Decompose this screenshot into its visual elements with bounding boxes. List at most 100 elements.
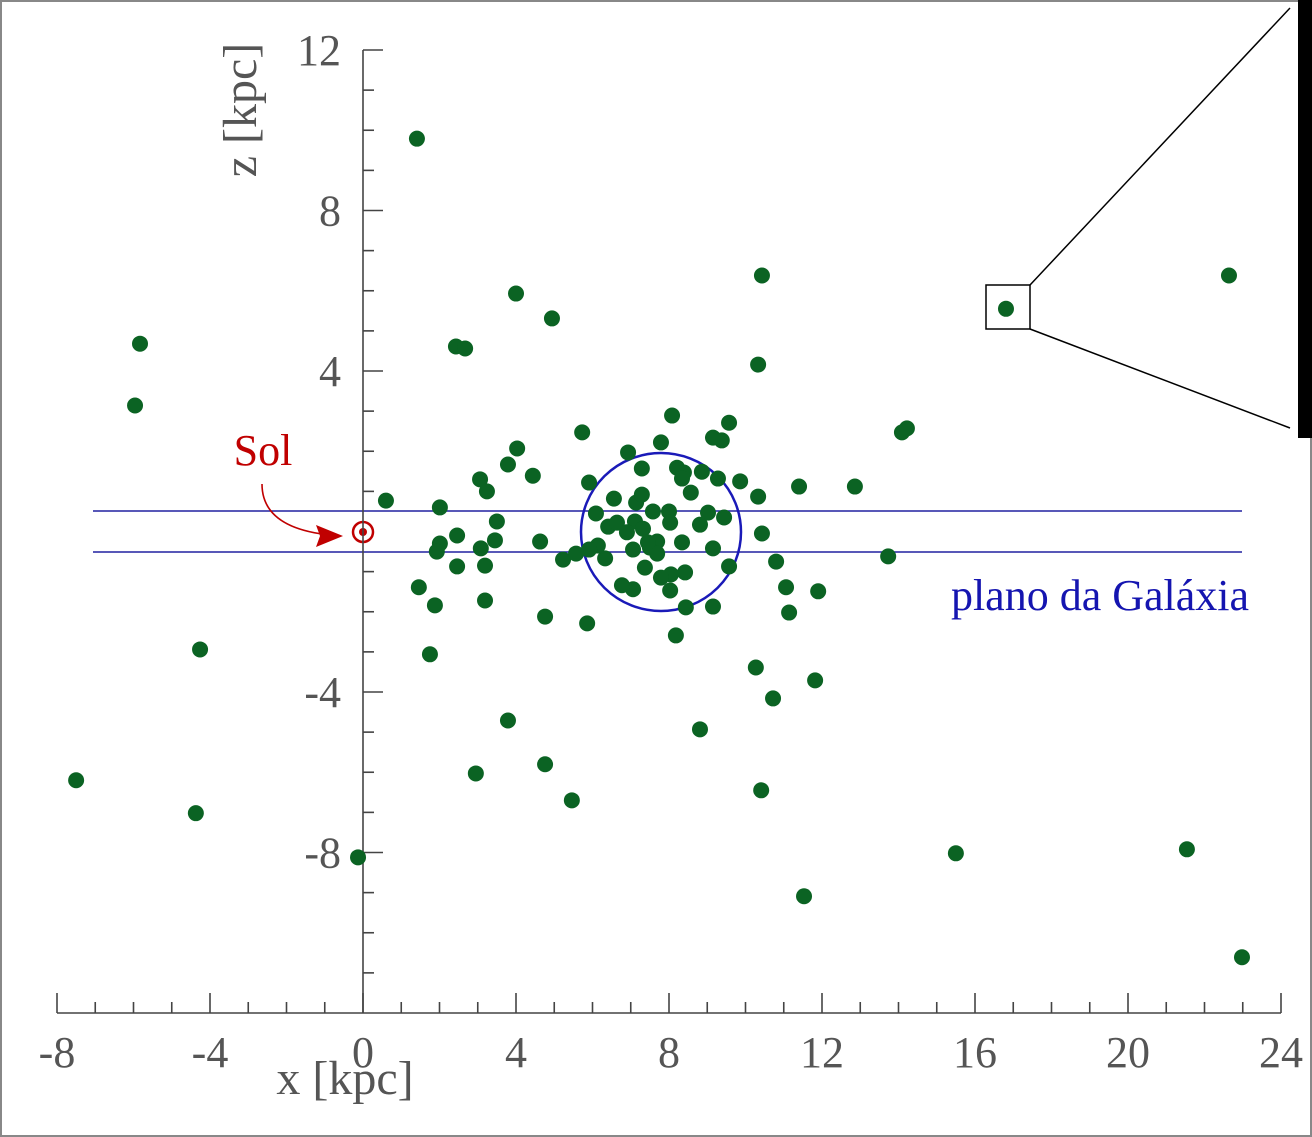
point bbox=[499, 712, 516, 729]
point bbox=[709, 470, 726, 487]
x-tick-label: 8 bbox=[658, 1028, 680, 1077]
point bbox=[704, 429, 721, 446]
point bbox=[747, 659, 764, 676]
point bbox=[716, 509, 733, 526]
point bbox=[587, 505, 604, 522]
y-axis-label: z [kpc] bbox=[214, 43, 267, 178]
point bbox=[478, 483, 495, 500]
x-axis-label: x [kpc] bbox=[276, 1052, 413, 1105]
y-tick-label: -8 bbox=[304, 829, 341, 878]
point bbox=[691, 721, 708, 738]
point bbox=[721, 558, 738, 575]
point bbox=[807, 672, 824, 689]
point bbox=[555, 551, 572, 568]
point bbox=[563, 792, 580, 809]
x-tick-label: 0 bbox=[352, 1028, 374, 1077]
point bbox=[732, 473, 749, 490]
point bbox=[662, 582, 679, 599]
point bbox=[652, 434, 669, 451]
point bbox=[810, 583, 827, 600]
point bbox=[721, 414, 738, 431]
point bbox=[704, 540, 721, 557]
point bbox=[691, 516, 708, 533]
point bbox=[768, 553, 785, 570]
point bbox=[636, 559, 653, 576]
point bbox=[486, 532, 503, 549]
zoom-box bbox=[985, 284, 1031, 330]
point bbox=[618, 524, 635, 541]
point bbox=[997, 300, 1014, 317]
point bbox=[508, 285, 524, 302]
sun-arrow bbox=[261, 483, 331, 536]
point bbox=[532, 533, 549, 550]
point bbox=[753, 525, 770, 542]
point bbox=[543, 310, 560, 327]
x-tick-label: 24 bbox=[1259, 1028, 1303, 1077]
point bbox=[509, 440, 526, 457]
point bbox=[457, 340, 474, 357]
y-tick-label: 4 bbox=[319, 347, 341, 396]
point bbox=[449, 558, 466, 575]
point bbox=[1220, 267, 1237, 284]
point bbox=[677, 564, 694, 581]
point bbox=[620, 444, 637, 461]
point bbox=[467, 765, 484, 782]
point bbox=[537, 756, 554, 773]
point bbox=[377, 492, 394, 509]
point bbox=[350, 849, 367, 866]
point bbox=[750, 356, 767, 373]
point bbox=[574, 424, 591, 441]
point bbox=[778, 579, 795, 596]
point bbox=[633, 460, 650, 477]
point bbox=[625, 541, 642, 558]
point bbox=[880, 548, 897, 565]
point bbox=[127, 397, 144, 414]
point bbox=[408, 130, 425, 147]
point bbox=[664, 407, 681, 424]
point bbox=[428, 543, 445, 560]
point bbox=[753, 267, 770, 284]
point bbox=[649, 545, 666, 562]
point bbox=[608, 514, 625, 531]
plane-label: plano da Galáxia bbox=[951, 571, 1249, 620]
point bbox=[477, 592, 494, 609]
point bbox=[644, 503, 661, 520]
point bbox=[581, 474, 598, 491]
point bbox=[700, 504, 717, 521]
point bbox=[947, 845, 964, 862]
point bbox=[677, 599, 694, 616]
point bbox=[1178, 841, 1195, 858]
point bbox=[524, 467, 541, 484]
point bbox=[846, 478, 863, 495]
point bbox=[662, 514, 679, 531]
y-tick-label: 12 bbox=[297, 26, 341, 75]
point bbox=[613, 577, 630, 594]
zoom-line bbox=[1029, 7, 1291, 286]
point bbox=[449, 527, 466, 544]
x-tick-label: -4 bbox=[192, 1028, 229, 1077]
point bbox=[537, 608, 554, 625]
point bbox=[472, 471, 489, 488]
point bbox=[499, 456, 516, 473]
point bbox=[597, 550, 614, 567]
point bbox=[187, 805, 204, 822]
point bbox=[753, 782, 770, 799]
point bbox=[634, 520, 651, 537]
zoom-line bbox=[1029, 328, 1291, 429]
point bbox=[781, 604, 798, 621]
point bbox=[472, 540, 489, 557]
point bbox=[639, 534, 656, 551]
point bbox=[488, 513, 505, 530]
x-tick-label: 20 bbox=[1106, 1028, 1150, 1077]
point bbox=[568, 545, 585, 562]
point bbox=[682, 484, 699, 501]
point bbox=[765, 690, 782, 707]
point bbox=[410, 579, 427, 596]
point bbox=[581, 541, 598, 558]
point bbox=[704, 598, 721, 615]
point bbox=[477, 557, 494, 574]
point bbox=[192, 641, 209, 658]
y-tick-label: 8 bbox=[319, 187, 341, 236]
x-tick-label: 16 bbox=[953, 1028, 997, 1077]
